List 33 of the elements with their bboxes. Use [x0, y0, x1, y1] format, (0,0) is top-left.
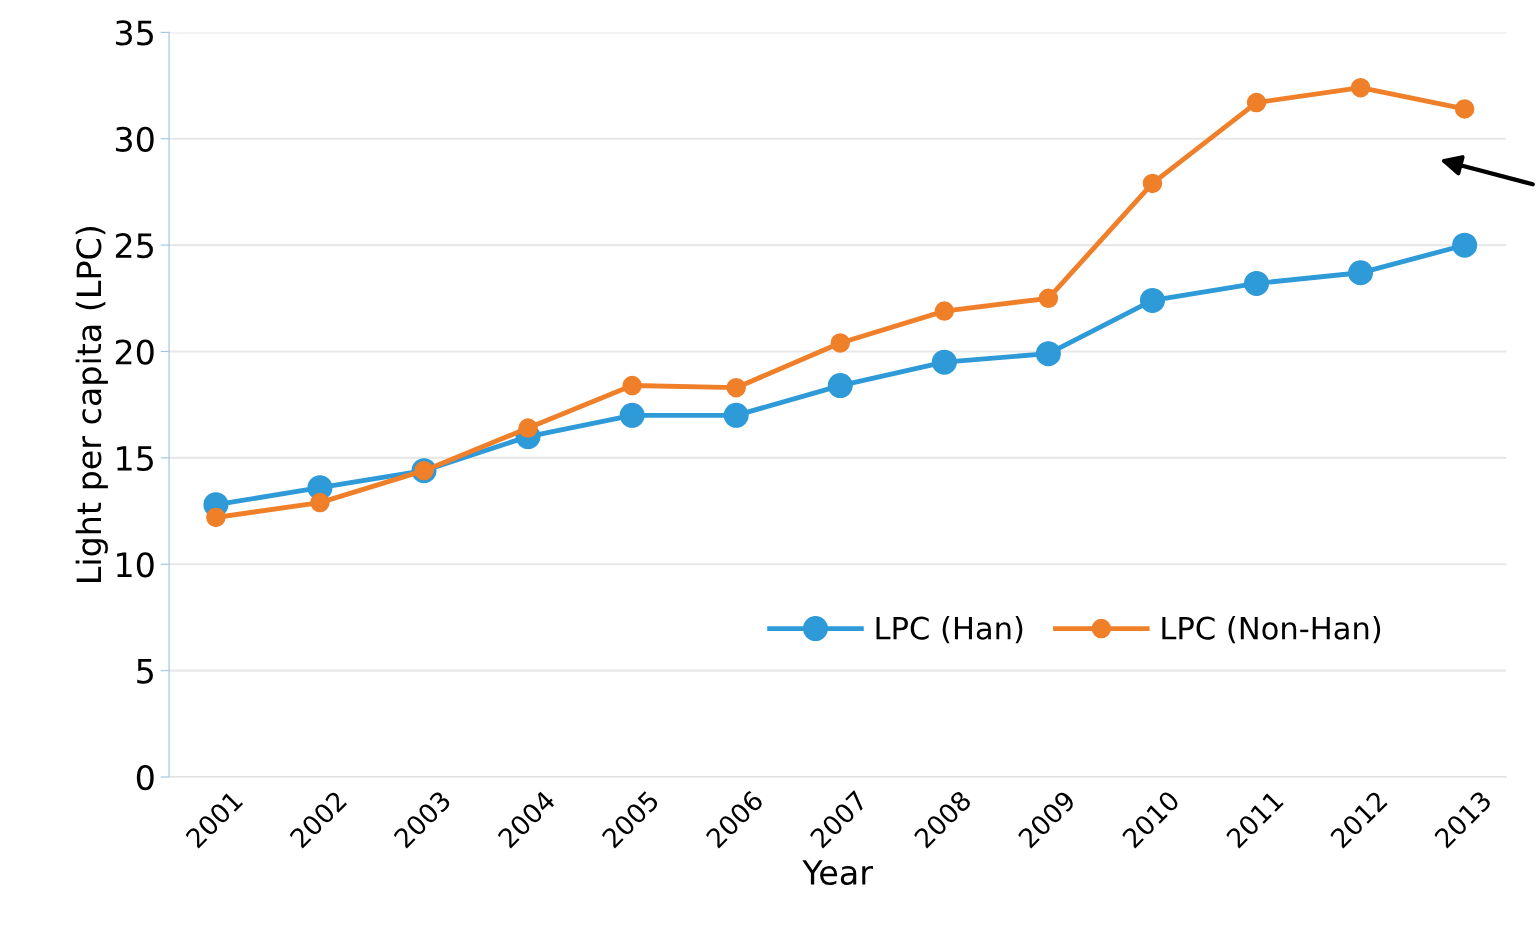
- point: [1452, 232, 1478, 258]
- point: [206, 507, 226, 528]
- point: [830, 333, 850, 353]
- x-axis-title: Year: [802, 860, 873, 886]
- y-tick-label: 20: [115, 339, 154, 365]
- point: [518, 418, 538, 438]
- y-tick-label: 35: [116, 20, 153, 46]
- point: [934, 301, 955, 321]
- legend-label: LPC (Han): [876, 616, 1023, 644]
- point: [310, 492, 330, 513]
- point: [931, 349, 957, 375]
- point: [723, 402, 749, 428]
- y-tick-label: 30: [116, 126, 154, 152]
- point: [1142, 173, 1163, 194]
- point: [1035, 341, 1061, 367]
- point: [827, 373, 853, 399]
- y-tick-label: 0: [136, 764, 154, 791]
- point: [1038, 288, 1059, 309]
- y-tick-label: 25: [115, 233, 153, 259]
- y-tick-label: 5: [137, 658, 153, 684]
- y-tick-label: 15: [117, 446, 153, 472]
- point: [1348, 260, 1374, 286]
- point: [619, 402, 645, 428]
- point: [1139, 287, 1165, 313]
- point: [726, 377, 746, 398]
- point: [1454, 99, 1475, 119]
- point: [1350, 77, 1371, 98]
- point: [1244, 270, 1270, 296]
- y-tick-label: 10: [117, 552, 154, 578]
- point: [622, 375, 642, 396]
- legend-label: LPC (Non-Han): [1162, 616, 1381, 644]
- y-axis-title: Light per capita (LPC): [75, 227, 108, 582]
- point: [1246, 92, 1267, 113]
